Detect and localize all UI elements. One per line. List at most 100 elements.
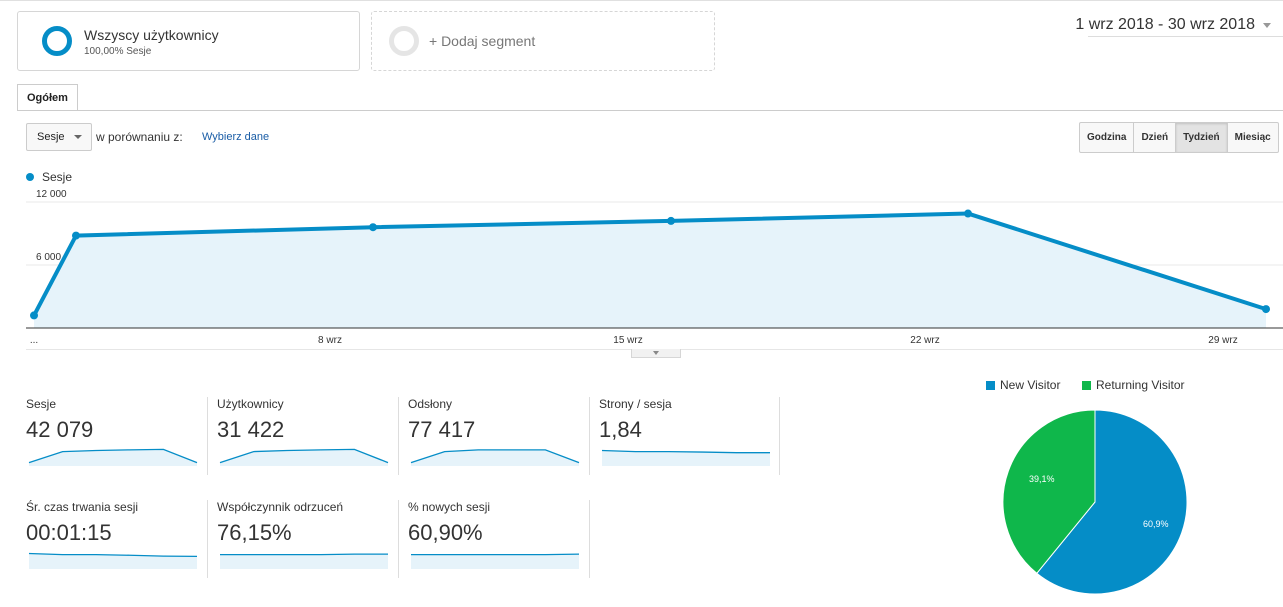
pie-legend-label: Returning Visitor	[1096, 378, 1185, 392]
data-point	[30, 311, 38, 320]
metric-sparkline	[219, 448, 389, 466]
metric-sparkline	[410, 449, 580, 466]
segment-share: 100,00% Sesje	[84, 46, 152, 57]
compare-select-link[interactable]: Wybierz dane	[202, 131, 270, 143]
metric-label: Współczynnik odrzuceń	[217, 500, 344, 514]
metric-divider	[589, 500, 590, 578]
chevron-down-icon	[653, 351, 659, 355]
y-tick-label: 12 000	[36, 190, 67, 200]
date-range-underline	[1088, 36, 1283, 37]
legend-swatch-icon	[1082, 381, 1091, 390]
x-tick-label: 8 wrz	[318, 335, 342, 346]
legend-swatch-icon	[986, 381, 995, 390]
metric-divider	[207, 500, 208, 578]
legend-dot-icon	[26, 173, 34, 181]
metric-label: Odsłony	[408, 397, 453, 411]
metric-tile: Strony / sesja 1,84	[599, 397, 789, 475]
granularity-2-button[interactable]: Tydzień	[1175, 123, 1227, 152]
legend-label: Sesje	[42, 170, 73, 184]
sparkline-line	[28, 552, 198, 558]
metric-label: % nowych sesji	[408, 500, 491, 514]
metric-sparkline	[28, 552, 198, 569]
pie-legend-label: New Visitor	[1000, 378, 1061, 392]
collapse-chart-button[interactable]	[631, 349, 681, 358]
add-segment-label: + Dodaj segment	[429, 33, 536, 49]
compare-text: w porównaniu z:	[96, 130, 183, 144]
metric-sparkline	[28, 448, 198, 466]
tab-overview[interactable]: Ogółem	[17, 84, 78, 111]
metric-tile: Sesje 42 079	[26, 397, 216, 475]
metric-value: 1,84	[599, 417, 642, 442]
sparkline-area	[220, 554, 388, 569]
pie-legend-item[interactable]: Returning Visitor	[1082, 378, 1185, 392]
tab-divider	[17, 110, 1283, 111]
metric-label: Użytkownicy	[217, 397, 284, 411]
metric-label: Śr. czas trwania sesji	[26, 500, 139, 514]
y-tick-label: 6 000	[36, 252, 61, 263]
x-tick-label: 29 wrz	[1208, 335, 1237, 346]
visitor-type-pie: 60,9% 39,1%	[1002, 409, 1188, 595]
metric-tile: Współczynnik odrzuceń 76,15%	[217, 500, 407, 578]
data-point	[369, 223, 377, 232]
metric-sparkline	[601, 449, 770, 466]
x-tick-label: 22 wrz	[910, 335, 939, 346]
date-range-picker[interactable]: 1 wrz 2018 - 30 wrz 2018	[1075, 16, 1271, 34]
chevron-down-icon	[74, 135, 82, 139]
data-point	[72, 231, 80, 240]
metric-sparkline	[220, 553, 388, 569]
granularity-toggle: Godzina Dzień Tydzień Miesiąc	[1079, 122, 1279, 153]
segment-ring-icon	[42, 26, 72, 56]
empty-segment-ring-icon	[389, 26, 419, 56]
sparkline-area	[602, 450, 770, 466]
data-point	[667, 216, 675, 225]
metric-value: 77 417	[408, 417, 476, 442]
metric-select-value: Sesje	[37, 131, 65, 143]
sparkline-area	[29, 449, 197, 466]
metric-value: 00:01:15	[26, 520, 112, 545]
metric-tile: Odsłony 77 417	[408, 397, 598, 475]
sessions-line	[32, 211, 1267, 317]
metric-divider	[398, 500, 399, 578]
pie-slice	[1036, 409, 1188, 595]
sparkline-line	[28, 448, 198, 464]
metric-label: Strony / sesja	[599, 397, 672, 411]
metric-value: 60,90%	[408, 520, 483, 545]
metric-tile: Śr. czas trwania sesji 00:01:15	[26, 500, 216, 578]
sessions-area	[34, 213, 1266, 328]
metric-select[interactable]: Sesje	[26, 123, 92, 151]
granularity-3-button[interactable]: Miesiąc	[1226, 123, 1278, 152]
sparkline-area	[29, 553, 197, 569]
granularity-1-button[interactable]: Dzień	[1133, 123, 1175, 152]
data-point	[1262, 305, 1270, 314]
x-tick-label: ...	[30, 335, 38, 346]
metric-value: 42 079	[26, 417, 94, 442]
sparkline-line	[219, 448, 389, 464]
segment-all-users[interactable]: Wszyscy użytkownicy 100,00% Sesje	[17, 11, 360, 71]
metric-value: 31 422	[217, 417, 285, 442]
date-range-text: 1 wrz 2018 - 30 wrz 2018	[1075, 16, 1255, 33]
metric-tile: Użytkownicy 31 422	[217, 397, 407, 475]
chevron-down-icon	[1263, 23, 1271, 28]
data-point	[964, 209, 972, 218]
sparkline-line	[601, 449, 770, 454]
metric-divider	[779, 397, 780, 475]
metric-divider	[398, 397, 399, 475]
add-segment-button[interactable]: + Dodaj segment	[371, 11, 715, 71]
pie-legend-item[interactable]: New Visitor	[986, 378, 1060, 392]
pie-slice	[1002, 409, 1096, 574]
metric-divider	[589, 397, 590, 475]
metric-label: Sesje	[26, 397, 57, 411]
x-tick-label: 15 wrz	[613, 335, 642, 346]
metric-sparkline	[411, 553, 580, 569]
sparkline-line	[410, 449, 580, 464]
granularity-0-button[interactable]: Godzina	[1087, 132, 1127, 143]
sparkline-area	[411, 554, 579, 569]
sparkline-area	[220, 449, 388, 466]
sparkline-area	[411, 449, 579, 466]
metric-tile: % nowych sesji 60,90%	[408, 500, 598, 578]
metric-value: 76,15%	[217, 520, 292, 545]
top-divider	[0, 0, 1283, 1]
chart-legend: Sesje	[26, 170, 72, 184]
segment-name: Wszyscy użytkownicy	[84, 27, 219, 43]
pie-slice-label: 39,1%	[1029, 474, 1055, 484]
